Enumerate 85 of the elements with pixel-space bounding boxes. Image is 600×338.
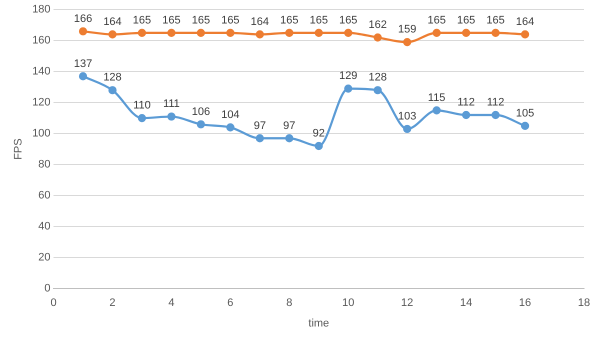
- y-tick-label: 0: [44, 282, 51, 295]
- x-tick-label: 16: [518, 297, 532, 310]
- y-tick-label: 160: [32, 34, 51, 47]
- point: [78, 72, 88, 80]
- data-label: 165: [162, 14, 181, 26]
- data-label: 128: [103, 72, 122, 84]
- point: [285, 28, 294, 37]
- y-tick-label: 80: [38, 158, 51, 171]
- data-label: 111: [163, 98, 180, 110]
- data-label: 103: [398, 110, 416, 122]
- data-label: 97: [254, 120, 266, 132]
- data-label: 92: [312, 128, 325, 140]
- x-tick-label: 4: [168, 297, 174, 310]
- point: [462, 28, 470, 37]
- y-tick-label: 120: [32, 96, 51, 109]
- point: [256, 30, 264, 38]
- data-label: 104: [221, 108, 240, 121]
- data-label: 115: [428, 92, 446, 104]
- point: [256, 134, 264, 142]
- data-label: 165: [132, 14, 152, 26]
- x-axis-title: time: [308, 317, 330, 330]
- y-tick-label: 40: [38, 220, 51, 233]
- point: [462, 110, 470, 120]
- y-tick-label: 100: [32, 128, 51, 140]
- point: [226, 28, 234, 37]
- data-label: 165: [310, 14, 328, 26]
- point: [403, 38, 412, 46]
- data-label: 159: [398, 24, 416, 36]
- x-tick-label: 12: [401, 297, 414, 310]
- x-tick-label: 2: [109, 297, 116, 310]
- point: [226, 123, 234, 132]
- data-label: 162: [368, 19, 387, 32]
- y-axis-title: FPS: [12, 138, 25, 160]
- point: [520, 30, 530, 38]
- y-tick-label: 180: [32, 4, 51, 16]
- x-tick-label: 14: [460, 297, 472, 310]
- data-label: 165: [456, 14, 476, 26]
- point: [491, 28, 500, 37]
- data-label: 129: [339, 70, 358, 82]
- y-tick-label: 60: [38, 190, 51, 202]
- data-label: 106: [192, 106, 210, 118]
- point: [78, 27, 88, 36]
- y-tick-label: 20: [38, 252, 51, 264]
- point: [314, 28, 323, 37]
- x-tick-label: 6: [227, 297, 234, 310]
- point: [167, 28, 176, 37]
- point: [196, 120, 205, 128]
- point: [432, 28, 441, 37]
- point: [520, 122, 530, 130]
- point: [108, 86, 117, 94]
- point: [432, 106, 441, 114]
- data-label: 164: [103, 16, 122, 28]
- point: [285, 134, 294, 142]
- data-label: 110: [133, 100, 151, 112]
- data-label: 137: [74, 58, 92, 70]
- x-tick-label: 8: [286, 297, 292, 310]
- data-label: 112: [457, 96, 475, 109]
- point: [403, 124, 412, 134]
- data-label: 165: [192, 14, 210, 26]
- x-tick-label: 10: [342, 297, 354, 310]
- data-label: 165: [427, 14, 446, 26]
- data-label: 128: [368, 72, 387, 84]
- point: [491, 110, 500, 120]
- data-label: 166: [74, 12, 92, 25]
- data-label: 165: [280, 14, 298, 26]
- point: [374, 33, 382, 42]
- point: [167, 112, 176, 121]
- data-label: 165: [486, 14, 505, 26]
- point: [374, 86, 382, 94]
- data-label: 105: [516, 107, 534, 120]
- data-label: 97: [283, 120, 296, 132]
- y-tick-label: 140: [32, 66, 51, 78]
- point: [314, 142, 323, 150]
- point: [344, 28, 352, 37]
- x-tick-label: 18: [578, 297, 590, 310]
- point: [138, 28, 146, 37]
- data-label: 164: [250, 16, 270, 28]
- point: [196, 28, 205, 37]
- data-label: 165: [221, 14, 240, 26]
- data-label: 165: [339, 14, 358, 26]
- point: [344, 84, 352, 93]
- point: [138, 114, 146, 122]
- point: [108, 30, 117, 38]
- data-label: 112: [486, 96, 504, 109]
- data-label: 164: [516, 16, 534, 28]
